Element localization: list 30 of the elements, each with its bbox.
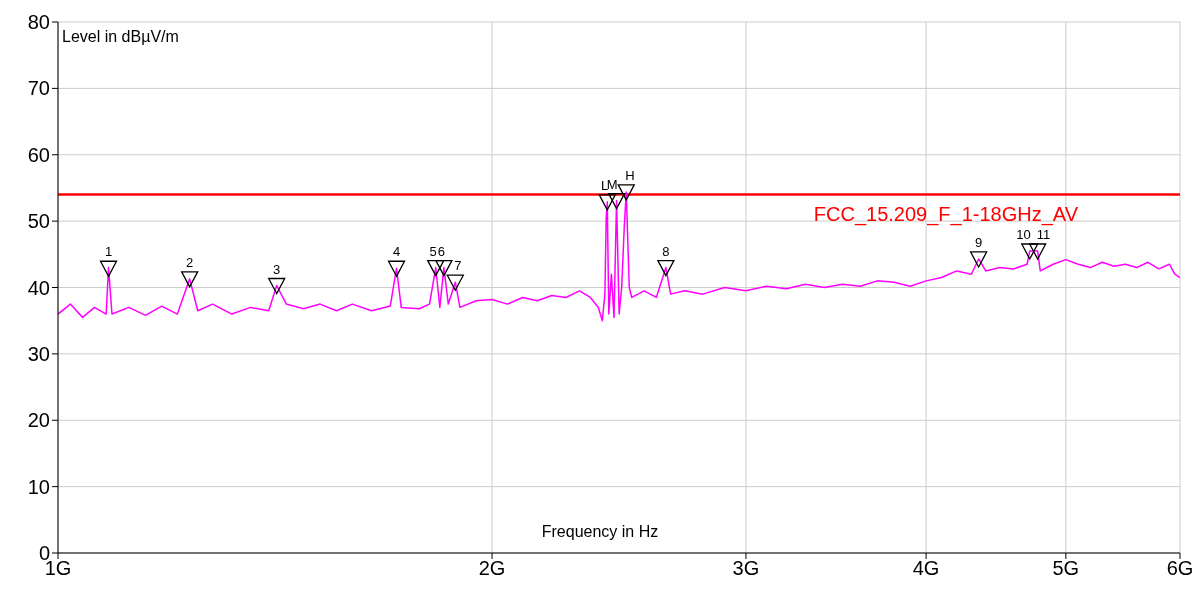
annotation: 11 (1036, 226, 1051, 242)
y-tick-label: 50 (27, 210, 50, 233)
annotation: L (601, 177, 609, 193)
x-tick-label: 6G (1166, 557, 1194, 580)
annotation: 9 (975, 234, 983, 250)
x-tick-label: 3G (732, 557, 760, 580)
annotation: M (606, 176, 618, 192)
x-tick-label: 2G (478, 557, 506, 580)
x-tick-label: 4G (912, 557, 940, 580)
y-tick-label: 60 (27, 143, 50, 166)
y-tick-label: 20 (27, 409, 50, 432)
y-axis-title: Level in dBµV/m (62, 28, 179, 46)
y-tick-label: 70 (27, 77, 50, 100)
x-tick-label: 5G (1052, 557, 1080, 580)
ref-line-label: FCC_15.209_F_1-18GHz_AV (813, 202, 1079, 226)
annotation: 6 (437, 243, 445, 259)
annotation: 1 (104, 244, 113, 260)
annotation: H (625, 167, 635, 183)
y-tick-label: 10 (27, 475, 50, 498)
x-axis-title: Frequency in Hz (540, 523, 660, 541)
annotation: 4 (392, 244, 401, 260)
annotation: 3 (273, 261, 281, 277)
annotation: 5 (429, 243, 437, 259)
annotation: 7 (454, 258, 462, 274)
annotation: 10 (1016, 226, 1031, 242)
annotation: 2 (186, 254, 194, 270)
annotation: 8 (662, 243, 670, 259)
y-tick-label: 80 (27, 11, 50, 34)
y-tick-label: 40 (27, 276, 50, 299)
y-tick-label: 30 (27, 342, 50, 365)
